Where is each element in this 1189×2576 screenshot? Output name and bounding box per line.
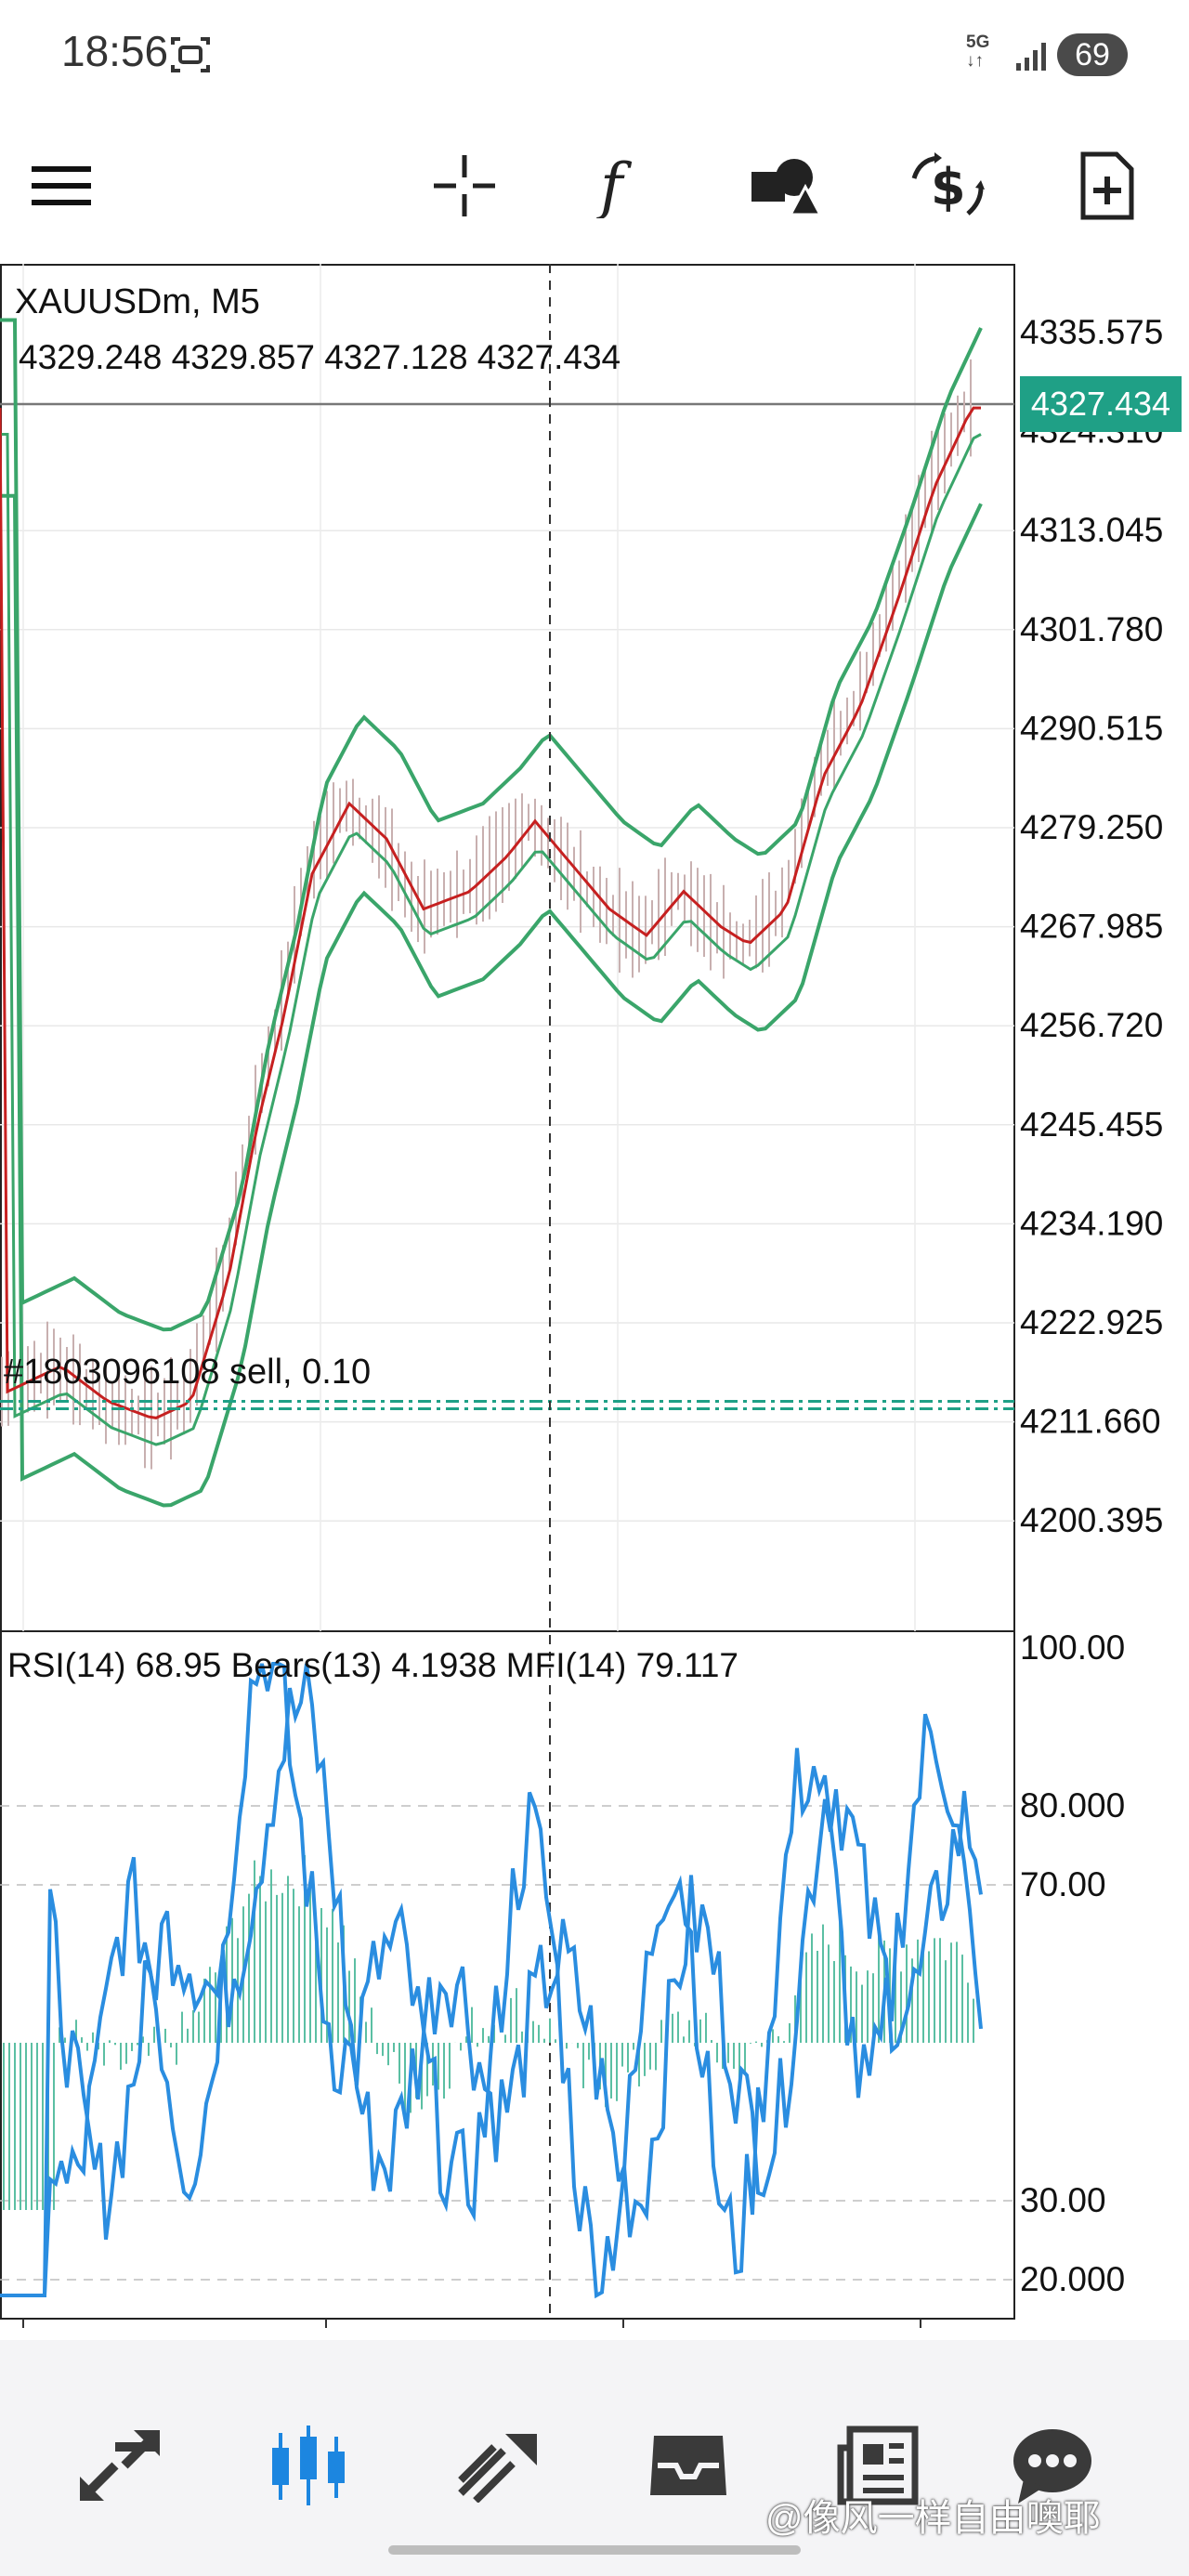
chart-canvas[interactable]: 4335.5754324.3104313.0454301.7804290.515… bbox=[0, 264, 1189, 2340]
nav-history[interactable] bbox=[637, 2414, 739, 2517]
price-axis-label: 4301.780 bbox=[1020, 610, 1163, 648]
clock: 18:56 bbox=[61, 27, 169, 75]
order-line-label[interactable]: #1803096108 sell, 0.10 bbox=[4, 1353, 372, 1393]
new-order-button[interactable] bbox=[1061, 139, 1154, 232]
svg-text:$: $ bbox=[931, 158, 966, 216]
ohlc-values: 4329.248 4329.857 4327.128 4327.434 bbox=[19, 338, 621, 376]
screenshot-icon bbox=[171, 37, 210, 72]
indicator-axis-label: 30.00 bbox=[1020, 2181, 1106, 2219]
home-indicator[interactable] bbox=[388, 2545, 801, 2555]
price-axis-label: 4222.925 bbox=[1020, 1303, 1163, 1341]
time-axis-label: 11 Dec 09:55 bbox=[28, 2338, 235, 2340]
nav-chart[interactable] bbox=[257, 2414, 359, 2517]
quotes-icon bbox=[80, 2430, 160, 2501]
indicator-axis-label: 20.000 bbox=[1020, 2260, 1125, 2298]
watermark-text: @像风一样自由噢耶 bbox=[765, 2498, 1101, 2539]
indicator-axis-label: 80.000 bbox=[1020, 1786, 1125, 1824]
crosshair-button[interactable] bbox=[418, 139, 511, 232]
signal-icon bbox=[1016, 43, 1046, 71]
indicator-plot-frame bbox=[0, 1630, 1015, 2320]
price-axis-label: 4211.660 bbox=[1020, 1403, 1161, 1441]
objects-button[interactable] bbox=[738, 139, 831, 232]
chat-icon bbox=[1013, 2429, 1091, 2504]
network-indicator: 5G ↓↑ bbox=[966, 33, 990, 71]
chart-area[interactable]: 4335.5754324.3104313.0454301.7804290.515… bbox=[0, 264, 1189, 2340]
trade-button[interactable]: $ bbox=[901, 139, 994, 232]
mfi-line bbox=[0, 1662, 983, 2299]
chart-toolbar: f $ bbox=[0, 121, 1189, 242]
new-order-icon bbox=[1080, 151, 1134, 220]
indicators-icon: f bbox=[595, 153, 633, 218]
crosshair-icon bbox=[434, 155, 495, 216]
price-axis-label: 4313.045 bbox=[1020, 511, 1163, 549]
rsi-line bbox=[0, 1663, 983, 2297]
nav-chat[interactable] bbox=[1001, 2414, 1104, 2517]
nav-quotes[interactable] bbox=[69, 2414, 171, 2517]
menu-icon bbox=[32, 166, 91, 205]
svg-text:f: f bbox=[595, 153, 633, 218]
battery-indicator: 69 bbox=[1057, 33, 1128, 76]
symbol-label: XAUUSDm, M5 bbox=[15, 282, 260, 321]
status-bar: 18:56 5G ↓↑ 69 bbox=[0, 0, 1189, 111]
time-axis-label: 11 Dec 17:55 bbox=[331, 2338, 538, 2340]
bollinger-upper bbox=[0, 318, 983, 1332]
nav-news[interactable] bbox=[827, 2414, 929, 2517]
price-axis-label: 4290.515 bbox=[1020, 709, 1163, 747]
objects-icon bbox=[751, 159, 820, 216]
indicator-header: RSI(14) 68.95 Bears(13) 4.1938 MFI(14) 7… bbox=[7, 1646, 739, 1684]
current-price-tag: 4327.434 bbox=[1020, 376, 1182, 433]
moving-average bbox=[0, 406, 981, 1419]
price-axis-label: 4267.985 bbox=[1020, 908, 1163, 946]
inbox-icon bbox=[650, 2436, 726, 2495]
trend-icon bbox=[458, 2434, 537, 2503]
indicators-button[interactable]: f bbox=[576, 139, 669, 232]
price-axis-label: 4234.190 bbox=[1020, 1204, 1163, 1242]
bollinger-middle bbox=[0, 433, 982, 1446]
nav-trade[interactable] bbox=[448, 2414, 550, 2517]
indicator-axis-label: 70.00 bbox=[1020, 1865, 1106, 1903]
price-axis-label: 4279.250 bbox=[1020, 808, 1163, 846]
price-axis-label: 4245.455 bbox=[1020, 1105, 1163, 1144]
bollinger-lower bbox=[0, 493, 983, 1508]
price-axis-label: 4335.575 bbox=[1020, 313, 1163, 351]
bottom-navigation: @像风一样自由噢耶 bbox=[0, 2340, 1189, 2576]
news-icon bbox=[837, 2426, 919, 2505]
time-axis-label: 12 Dec 02:55 bbox=[628, 2338, 838, 2340]
menu-button[interactable] bbox=[15, 139, 108, 232]
price-axis-label: 4200.395 bbox=[1020, 1501, 1163, 1539]
indicator-axis-label: 100.00 bbox=[1020, 1628, 1125, 1667]
trade-icon: $ bbox=[911, 152, 985, 216]
time-axis-label: 12 Dec 10:55 bbox=[925, 2338, 1135, 2340]
main-plot-frame bbox=[0, 264, 1015, 1632]
price-axis-label: 4256.720 bbox=[1020, 1006, 1163, 1044]
chart-icon bbox=[272, 2426, 345, 2505]
